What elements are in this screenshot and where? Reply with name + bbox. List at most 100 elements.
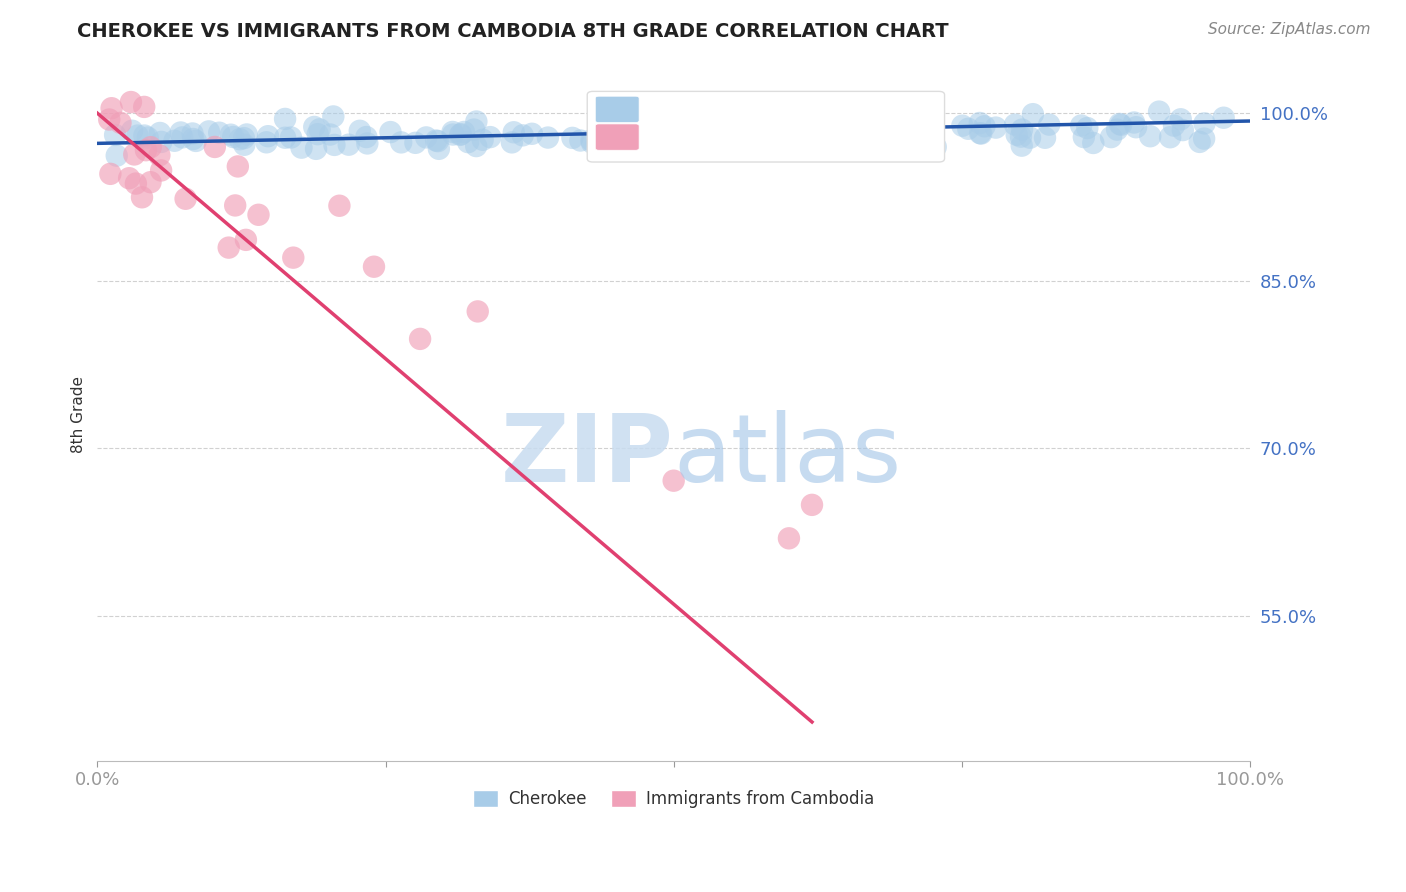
Point (1005, 128, 1028, 142)
Point (1019, 130, 1042, 145)
Point (163, 134, 186, 148)
Point (969, 126, 991, 140)
Point (229, 132, 252, 146)
Point (683, 136, 706, 151)
Point (136, 130, 159, 145)
Point (1212, 111, 1234, 125)
Point (1070, 119, 1092, 133)
Point (349, 124, 371, 138)
Point (690, 110, 713, 124)
Point (685, 133, 707, 147)
Point (950, 119, 973, 133)
Point (1033, 130, 1056, 145)
Point (655, 120, 678, 134)
Point (595, 138, 617, 153)
Point (561, 131, 583, 145)
FancyBboxPatch shape (595, 124, 640, 150)
Point (1123, 115, 1146, 129)
Point (537, 130, 560, 145)
Point (773, 117, 796, 131)
Point (134, 128, 156, 143)
Point (149, 126, 172, 140)
Point (984, 120, 1007, 135)
Point (198, 124, 221, 138)
Point (657, 125, 679, 139)
Point (1004, 118, 1026, 132)
Text: atlas: atlas (673, 410, 901, 502)
Point (184, 134, 207, 148)
Point (465, 114, 488, 128)
Point (120, 95, 142, 109)
Point (903, 134, 925, 148)
Point (427, 142, 450, 156)
Point (118, 171, 141, 186)
Point (323, 137, 346, 152)
Point (1099, 130, 1122, 145)
Point (776, 127, 799, 141)
Point (105, 149, 128, 163)
Text: R = -0.878   N =  30: R = -0.878 N = 30 (650, 128, 849, 146)
Point (389, 136, 412, 150)
Point (1083, 136, 1105, 150)
Point (122, 147, 145, 161)
Legend: Cherokee, Immigrants from Cambodia: Cherokee, Immigrants from Cambodia (467, 783, 882, 815)
FancyBboxPatch shape (595, 96, 640, 122)
Point (707, 136, 730, 150)
Point (1147, 104, 1170, 119)
Text: Source: ZipAtlas.com: Source: ZipAtlas.com (1208, 22, 1371, 37)
Point (426, 134, 449, 148)
Point (1192, 131, 1215, 145)
Point (322, 110, 344, 124)
Point (307, 127, 329, 141)
Point (1139, 129, 1161, 144)
Point (290, 141, 312, 155)
Point (613, 136, 636, 151)
Point (891, 128, 914, 142)
Point (1010, 129, 1032, 144)
Point (801, 137, 824, 152)
Point (219, 128, 242, 142)
Point (233, 137, 256, 152)
Point (479, 130, 502, 145)
Point (453, 125, 475, 139)
Point (675, 126, 697, 140)
Point (1109, 118, 1132, 132)
Point (226, 160, 249, 174)
Point (925, 140, 948, 154)
Point (181, 132, 204, 146)
Point (172, 130, 194, 145)
Point (235, 233, 257, 247)
Point (817, 101, 839, 115)
Point (308, 122, 330, 136)
Point (1188, 135, 1211, 149)
Point (148, 148, 170, 162)
Point (846, 124, 869, 138)
Point (710, 124, 733, 138)
Point (363, 260, 385, 274)
Point (150, 135, 173, 149)
Point (512, 128, 534, 143)
Point (679, 115, 702, 129)
Point (415, 130, 437, 145)
Point (688, 137, 710, 152)
Point (1073, 130, 1095, 145)
Point (222, 130, 245, 145)
Point (896, 134, 918, 148)
Point (785, 120, 807, 134)
Point (125, 177, 148, 191)
Point (1170, 112, 1192, 127)
Point (1038, 118, 1060, 132)
Point (204, 140, 226, 154)
Point (328, 199, 350, 213)
Point (921, 121, 943, 136)
Point (274, 130, 297, 145)
Point (1108, 117, 1130, 131)
Point (502, 125, 524, 139)
Point (100, 101, 122, 115)
Point (870, 135, 893, 149)
Point (235, 128, 257, 142)
Point (134, 100, 156, 114)
Point (716, 112, 738, 127)
Point (380, 125, 402, 139)
Point (224, 198, 246, 212)
